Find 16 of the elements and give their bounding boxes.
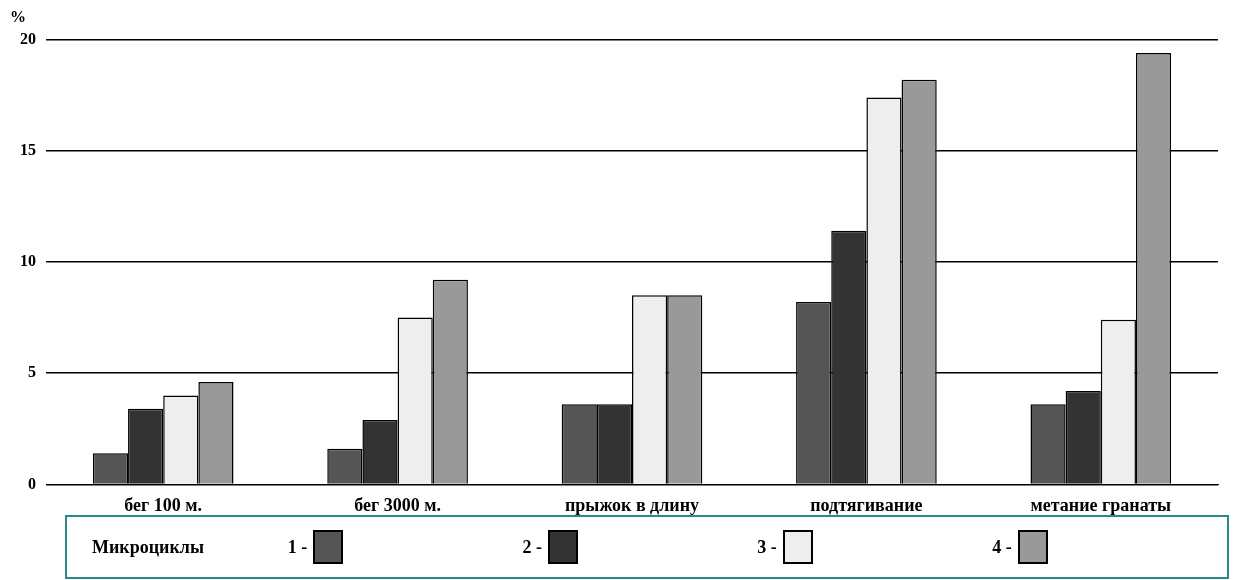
y-tick-label: 0 bbox=[28, 474, 36, 492]
y-tick-label: 15 bbox=[20, 140, 36, 158]
y-tick-label: 10 bbox=[20, 252, 36, 270]
y-axis-title: % bbox=[10, 8, 26, 26]
x-tick-label: подтягивание bbox=[810, 494, 923, 515]
legend-label: 4 - bbox=[992, 536, 1012, 558]
legend-title: Микроциклы bbox=[92, 536, 205, 558]
x-tick-label: бег 3000 м. bbox=[354, 494, 441, 515]
x-tick-label: прыжок в длину bbox=[564, 494, 700, 515]
legend-label: 1 - bbox=[287, 536, 308, 558]
legend-label: 3 - bbox=[757, 536, 777, 558]
x-tick-label: бег 100 м. bbox=[124, 494, 203, 515]
y-tick-label: 20 bbox=[20, 29, 36, 47]
x-tick-label: метание гранаты bbox=[1030, 494, 1172, 515]
y-tick-label: 5 bbox=[28, 363, 36, 381]
legend-label: 2 - bbox=[522, 536, 543, 558]
